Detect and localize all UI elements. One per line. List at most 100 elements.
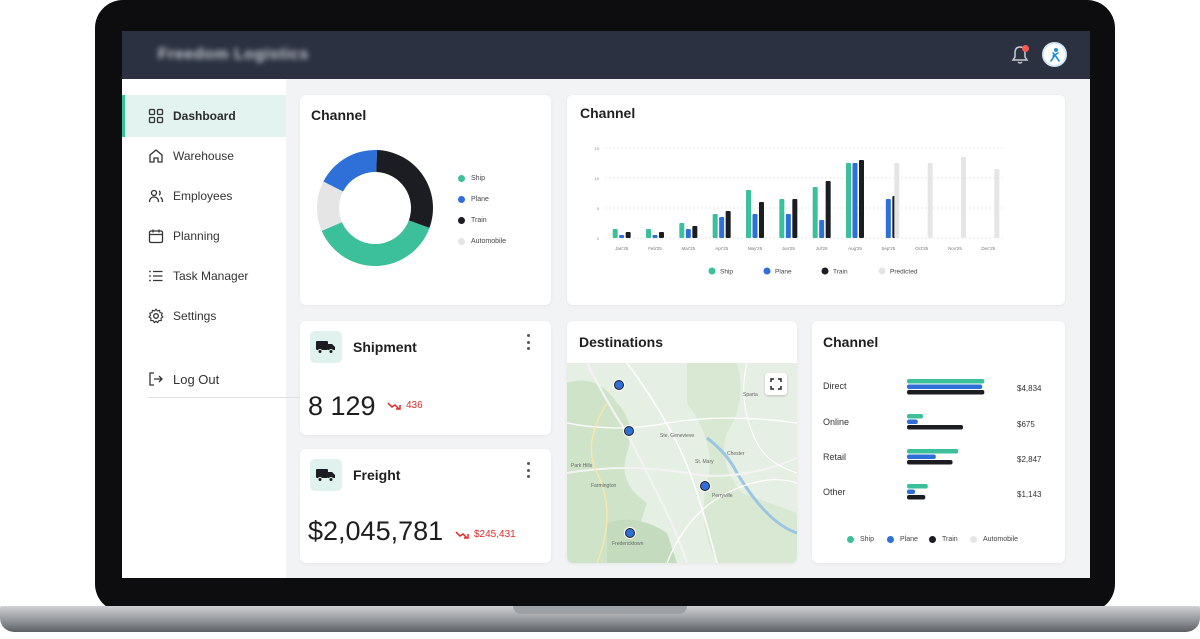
- metric-delta: 436: [387, 400, 423, 411]
- legend-label: Ship: [720, 269, 733, 276]
- map-pin[interactable]: [699, 480, 711, 492]
- sidebar-item-warehouse[interactable]: Warehouse: [122, 135, 286, 177]
- bar-ship: [679, 223, 685, 238]
- row-value: $1,143: [1017, 490, 1042, 499]
- hbar-train: [907, 495, 926, 500]
- sidebar-item-task-manager[interactable]: Task Manager: [122, 255, 286, 297]
- bar-ship: [846, 163, 851, 238]
- hbar-plane: [907, 489, 915, 494]
- bar-plane: [819, 220, 825, 238]
- shipment-card: Shipment 8 129 436: [300, 321, 551, 435]
- plane-dot: [458, 196, 465, 203]
- x-tick-label: Nov'25: [948, 246, 962, 251]
- column-chart: 0 5 10 15 Jan'25 Feb'25 Mar'25 Apr'25 May'25 Jun'…: [595, 146, 1005, 276]
- bar-train: [692, 226, 698, 238]
- sidebar-item-label: Dashboard: [173, 109, 236, 123]
- row-label: Other: [823, 487, 846, 497]
- metric-label: Shipment: [353, 339, 417, 355]
- truck-icon: [310, 459, 342, 491]
- logout-button[interactable]: Log Out: [122, 358, 286, 400]
- sidebar-item-dashboard[interactable]: Dashboard: [122, 95, 286, 137]
- notification-dot: [1022, 45, 1029, 52]
- x-tick-label: May'25: [748, 246, 763, 251]
- fullscreen-button[interactable]: [765, 373, 787, 395]
- calendar-icon: [148, 229, 164, 244]
- map-label: Perryville: [712, 493, 733, 499]
- logout-icon: [149, 372, 163, 386]
- legend-dot-plane: [763, 267, 771, 275]
- x-tick-label: Aug'25: [848, 246, 862, 251]
- more-options-icon[interactable]: [522, 462, 534, 478]
- x-tick-label: Oct'25: [915, 246, 928, 251]
- donut-slice-plane: [323, 150, 378, 192]
- automobile-dot: [970, 536, 977, 543]
- bar-plane: [785, 214, 791, 238]
- bar-train: [725, 211, 731, 238]
- map-pin[interactable]: [624, 527, 636, 539]
- automobile-dot: [458, 238, 465, 245]
- legend-dot-predicted: [878, 267, 886, 275]
- row-value: $4,834: [1017, 384, 1042, 393]
- sidebar-item-planning[interactable]: Planning: [122, 215, 286, 257]
- donut-slice-train: [376, 150, 433, 228]
- sidebar-item-label: Planning: [173, 229, 220, 243]
- card-title: Destinations: [579, 334, 664, 350]
- bar-plane: [652, 235, 658, 238]
- row-value: $675: [1017, 420, 1035, 429]
- map-label: Ste. Genevieve: [660, 433, 694, 439]
- home-icon: [149, 149, 163, 163]
- x-tick-label: Feb'25: [648, 246, 662, 251]
- sidebar-divider: [148, 397, 318, 398]
- ship-dot: [458, 175, 465, 182]
- avatar[interactable]: [1042, 42, 1067, 67]
- map-canvas: Sparta Ste. Genevieve St. Mary Farmingto…: [567, 363, 797, 563]
- bar-plane: [685, 229, 691, 238]
- legend-label: Plane: [775, 269, 792, 276]
- legend-item: Plane: [887, 536, 918, 543]
- x-tick-label: Sep'25: [881, 246, 895, 251]
- hbar-chart: [907, 379, 985, 500]
- more-options-icon[interactable]: [522, 334, 534, 350]
- legend-item: Ship: [458, 175, 485, 182]
- bar-train: [625, 232, 631, 238]
- bar-train: [825, 181, 831, 238]
- card-title: Channel: [580, 105, 636, 121]
- hbar-train: [907, 460, 953, 465]
- delta-value: 436: [406, 400, 423, 411]
- map-label: Sparta: [743, 392, 758, 398]
- destinations-map[interactable]: Sparta Ste. Genevieve St. Mary Farmingto…: [567, 363, 797, 563]
- hbar-train: [907, 425, 963, 430]
- sidebar-item-employees[interactable]: Employees: [122, 175, 286, 217]
- hbar-ship: [907, 449, 959, 454]
- map-label: Farmington: [591, 483, 617, 489]
- card-title: Channel: [823, 334, 879, 350]
- bar-plane: [619, 235, 625, 238]
- sidebar-item-label: Employees: [173, 189, 233, 203]
- bar-predicted: [994, 169, 1000, 238]
- sidebar-item-settings[interactable]: Settings: [122, 295, 286, 337]
- legend-label: Predicted: [890, 269, 918, 276]
- legend-item: Train: [458, 217, 487, 224]
- sidebar-item-label: Settings: [173, 309, 217, 323]
- metric-value: 8 129: [308, 391, 376, 421]
- x-tick-label: Jun'25: [782, 246, 796, 251]
- sidebar: Dashboard Warehouse Employees Planning T…: [122, 79, 318, 578]
- sidebar-item-label: Warehouse: [173, 149, 234, 163]
- hbar-ship: [907, 414, 923, 419]
- hbar-ship: [907, 484, 928, 489]
- list-icon: [149, 270, 163, 282]
- metric-label: Freight: [353, 467, 401, 483]
- channel-hbar-card: Channel Direct Online Retail Other $4,83…: [812, 321, 1065, 563]
- legend-item: Train: [929, 536, 958, 543]
- bar-ship: [646, 229, 651, 238]
- bar-train: [859, 160, 864, 238]
- legend-item: Plane: [458, 196, 489, 203]
- legend-label: Train: [471, 217, 487, 224]
- map-pin[interactable]: [623, 425, 635, 437]
- ship-dot: [847, 536, 854, 543]
- plane-dot: [887, 536, 894, 543]
- y-tick-label: 5: [597, 206, 600, 211]
- bar-ship: [812, 187, 818, 238]
- map-pin[interactable]: [613, 379, 625, 391]
- legend-item: Ship: [847, 536, 874, 543]
